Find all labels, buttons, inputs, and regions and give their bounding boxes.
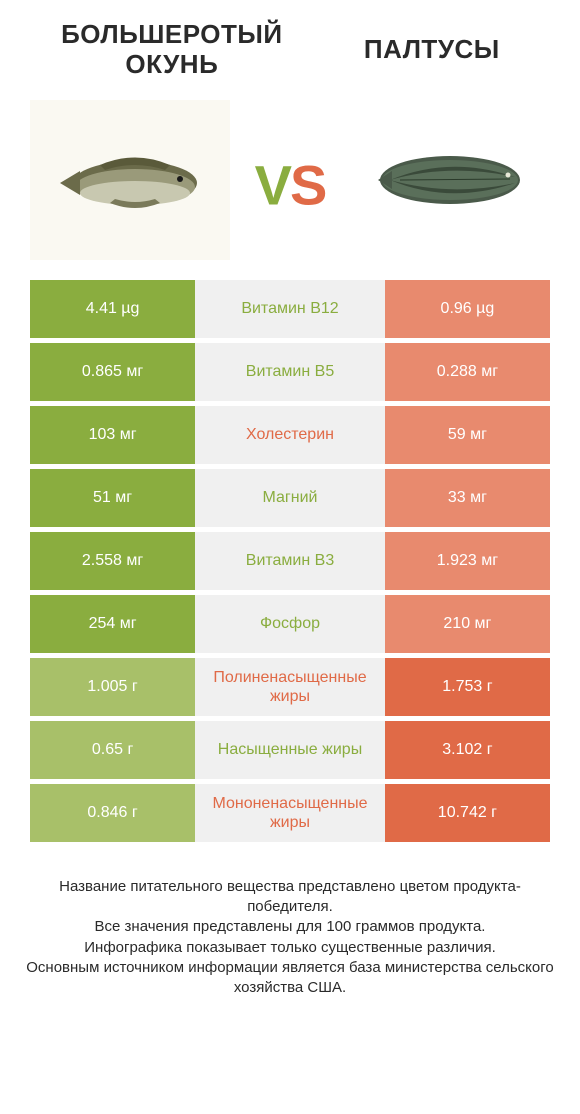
header: БОЛЬШЕРОТЫЙ ОКУНЬ ПАЛТУСЫ — [0, 0, 580, 90]
nutrient-row: 51 мгМагний33 мг — [30, 469, 550, 527]
value-right: 10.742 г — [385, 784, 550, 842]
nutrient-row: 103 мгХолестерин59 мг — [30, 406, 550, 464]
image-left — [30, 100, 230, 260]
nutrient-row: 4.41 µgВитамин B120.96 µg — [30, 280, 550, 338]
nutrient-label: Холестерин — [195, 406, 385, 464]
nutrient-label: Витамин B12 — [195, 280, 385, 338]
bass-fish-icon — [40, 135, 220, 225]
footer-line: Основным источником информации является … — [20, 958, 560, 999]
vs-label: VS — [255, 152, 326, 217]
value-left: 254 мг — [30, 595, 195, 653]
value-left: 0.865 мг — [30, 343, 195, 401]
vs-s: S — [290, 153, 325, 216]
value-left: 0.846 г — [30, 784, 195, 842]
value-left: 0.65 г — [30, 721, 195, 779]
footer-line: Все значения представлены для 100 граммо… — [20, 917, 560, 937]
value-right: 210 мг — [385, 595, 550, 653]
nutrient-label: Мононенасыщенные жиры — [195, 784, 385, 842]
nutrient-label: Витамин B5 — [195, 343, 385, 401]
value-left: 51 мг — [30, 469, 195, 527]
value-left: 4.41 µg — [30, 280, 195, 338]
footer-line: Название питательного вещества представл… — [20, 877, 560, 918]
footer-notes: Название питательного вещества представл… — [0, 847, 580, 999]
images-row: VS — [0, 90, 580, 280]
nutrient-row: 254 мгФосфор210 мг — [30, 595, 550, 653]
title-left: БОЛЬШЕРОТЫЙ ОКУНЬ — [30, 20, 314, 80]
nutrient-row: 2.558 мгВитамин B31.923 мг — [30, 532, 550, 590]
value-left: 1.005 г — [30, 658, 195, 716]
nutrient-row: 0.846 гМононенасыщенные жиры10.742 г — [30, 784, 550, 842]
value-left: 103 мг — [30, 406, 195, 464]
nutrient-label: Полиненасыщенные жиры — [195, 658, 385, 716]
nutrient-label: Фосфор — [195, 595, 385, 653]
nutrient-row: 0.865 мгВитамин B50.288 мг — [30, 343, 550, 401]
value-left: 2.558 мг — [30, 532, 195, 590]
vs-v: V — [255, 153, 290, 216]
nutrient-table: 4.41 µgВитамин B120.96 µg0.865 мгВитамин… — [0, 280, 580, 842]
nutrient-label: Магний — [195, 469, 385, 527]
value-right: 0.96 µg — [385, 280, 550, 338]
nutrient-row: 1.005 гПолиненасыщенные жиры1.753 г — [30, 658, 550, 716]
value-right: 0.288 мг — [385, 343, 550, 401]
value-right: 1.753 г — [385, 658, 550, 716]
title-right: ПАЛТУСЫ — [314, 34, 550, 65]
value-right: 1.923 мг — [385, 532, 550, 590]
image-right — [350, 100, 550, 260]
nutrient-label: Насыщенные жиры — [195, 721, 385, 779]
value-right: 33 мг — [385, 469, 550, 527]
value-right: 3.102 г — [385, 721, 550, 779]
value-right: 59 мг — [385, 406, 550, 464]
footer-line: Инфографика показывает только существенн… — [20, 938, 560, 958]
halibut-fish-icon — [360, 135, 540, 225]
nutrient-row: 0.65 гНасыщенные жиры3.102 г — [30, 721, 550, 779]
nutrient-label: Витамин B3 — [195, 532, 385, 590]
